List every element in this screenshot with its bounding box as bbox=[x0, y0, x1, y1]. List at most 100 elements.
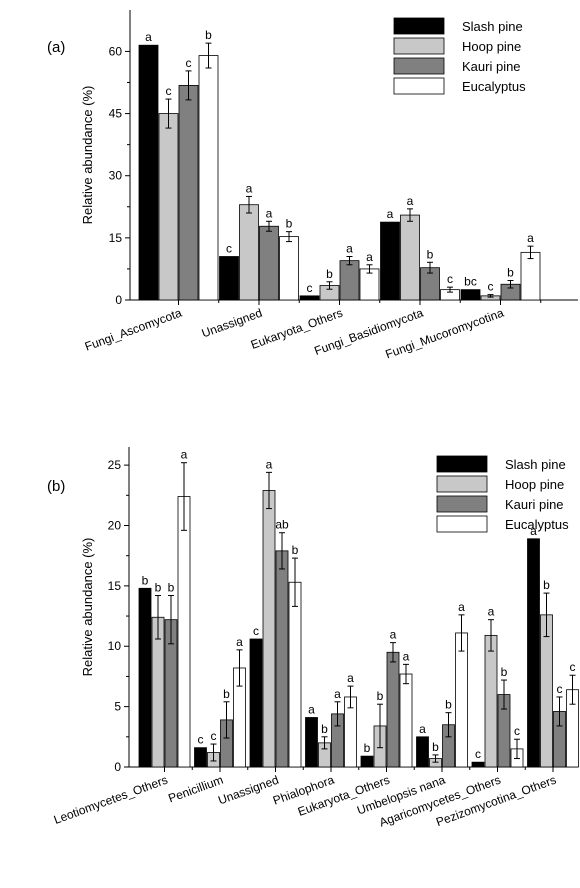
bar bbox=[178, 85, 199, 301]
panel-label: (a) bbox=[47, 39, 65, 56]
significance-letter: a bbox=[236, 635, 243, 649]
bar bbox=[416, 736, 429, 768]
significance-letter: c bbox=[570, 660, 576, 674]
significance-letter: a bbox=[530, 524, 537, 538]
bar bbox=[399, 673, 413, 768]
significance-letter: a bbox=[181, 448, 188, 462]
bar bbox=[151, 616, 165, 768]
bar bbox=[288, 581, 302, 768]
y-tick-label: 30 bbox=[109, 169, 123, 183]
bar bbox=[527, 538, 540, 768]
x-tick-label: Unassigned bbox=[216, 773, 280, 808]
legend: Slash pine Hoop pine Kauri pine Eucalyptus bbox=[393, 17, 526, 95]
significance-letter: b bbox=[168, 581, 175, 595]
legend-swatch bbox=[436, 475, 488, 493]
significance-letter: a bbox=[346, 242, 353, 256]
bar bbox=[520, 251, 541, 301]
chart-panel-a: 0 15 30 45 60 Relative abundance (%) (a) Fungi_… bbox=[47, 10, 578, 361]
significance-letter: c bbox=[514, 724, 520, 738]
bar bbox=[158, 113, 179, 301]
legend-swatch bbox=[436, 455, 488, 473]
y-tick-label: 0 bbox=[115, 293, 122, 307]
x-tick-label: Fungi_Ascomycota bbox=[83, 306, 184, 354]
significance-letter: b bbox=[326, 267, 333, 281]
bar bbox=[400, 214, 420, 301]
significance-letter: c bbox=[447, 272, 453, 286]
significance-letter: c bbox=[211, 729, 217, 743]
significance-letter: b bbox=[501, 665, 508, 679]
y-tick-label: 15 bbox=[108, 579, 122, 593]
y-tick-label: 15 bbox=[109, 231, 123, 245]
significance-letter: b bbox=[364, 741, 371, 755]
significance-letter: b bbox=[543, 578, 550, 592]
bar bbox=[380, 221, 400, 301]
significance-letter: a bbox=[347, 671, 354, 685]
significance-letter: a bbox=[390, 628, 397, 642]
significance-letter: ab bbox=[275, 518, 289, 532]
panel-label: (b) bbox=[47, 478, 65, 495]
bar bbox=[305, 717, 318, 768]
bar bbox=[198, 55, 219, 301]
y-tick-label: 0 bbox=[114, 760, 121, 774]
bar bbox=[138, 587, 152, 768]
legend-swatch bbox=[436, 495, 488, 513]
significance-letter: b bbox=[432, 740, 439, 754]
bar bbox=[259, 225, 279, 301]
significance-letter: b bbox=[445, 698, 452, 712]
significance-letter: b bbox=[155, 581, 162, 595]
bar bbox=[339, 260, 360, 301]
legend-label: Kauri pine bbox=[505, 497, 564, 512]
bar bbox=[279, 236, 299, 301]
y-tick-label: 5 bbox=[114, 700, 121, 714]
legend-label: Slash pine bbox=[505, 457, 566, 472]
significance-letter: bc bbox=[464, 275, 477, 289]
significance-letter: a bbox=[403, 649, 410, 663]
significance-letter: a bbox=[246, 181, 253, 195]
bar bbox=[194, 747, 207, 768]
legend-label: Eucalyptus bbox=[505, 517, 569, 532]
y-tick-label: 60 bbox=[109, 44, 123, 58]
bar bbox=[299, 295, 320, 301]
bar bbox=[138, 44, 159, 301]
significance-letter: b bbox=[427, 247, 434, 261]
x-tick-label: Penicillium bbox=[166, 773, 225, 806]
significance-letter: b bbox=[223, 687, 230, 701]
significance-letter: b bbox=[142, 573, 149, 587]
y-axis-label: Relative abundance (%) bbox=[80, 86, 95, 225]
significance-letter: a bbox=[488, 605, 495, 619]
y-tick-label: 10 bbox=[108, 639, 122, 653]
significance-letter: c bbox=[226, 242, 232, 256]
significance-letter: c bbox=[475, 747, 481, 761]
x-tick-label: Leotiomycetes_Others bbox=[52, 773, 170, 827]
significance-letter: a bbox=[266, 457, 273, 471]
bar bbox=[360, 755, 374, 768]
legend-label: Eucalyptus bbox=[462, 79, 526, 94]
legend: Slash pine Hoop pine Kauri pine Eucalyptus bbox=[436, 455, 569, 533]
significance-letter: c bbox=[253, 624, 259, 638]
legend-swatch bbox=[393, 37, 445, 55]
bar bbox=[219, 256, 239, 301]
significance-letter: a bbox=[387, 207, 394, 221]
bar bbox=[275, 550, 289, 768]
legend-swatch bbox=[393, 57, 445, 75]
y-tick-label: 20 bbox=[108, 518, 122, 532]
significance-letter: a bbox=[407, 194, 414, 208]
legend-swatch bbox=[436, 515, 488, 533]
significance-letter: a bbox=[527, 231, 534, 245]
x-tick-label: Unassigned bbox=[200, 306, 264, 341]
legend-swatch bbox=[393, 17, 445, 35]
bar bbox=[249, 638, 263, 768]
significance-letter: b bbox=[205, 28, 212, 42]
significance-letter: b bbox=[286, 217, 293, 231]
legend-label: Hoop pine bbox=[505, 477, 564, 492]
significance-letter: c bbox=[307, 281, 313, 295]
significance-letter: c bbox=[488, 280, 494, 294]
bar bbox=[460, 289, 481, 301]
significance-letter: c bbox=[198, 733, 204, 747]
bar bbox=[455, 632, 468, 768]
significance-letter: c bbox=[166, 84, 172, 98]
significance-letter: a bbox=[145, 30, 152, 44]
bar bbox=[540, 614, 553, 768]
significance-letter: b bbox=[507, 266, 514, 280]
